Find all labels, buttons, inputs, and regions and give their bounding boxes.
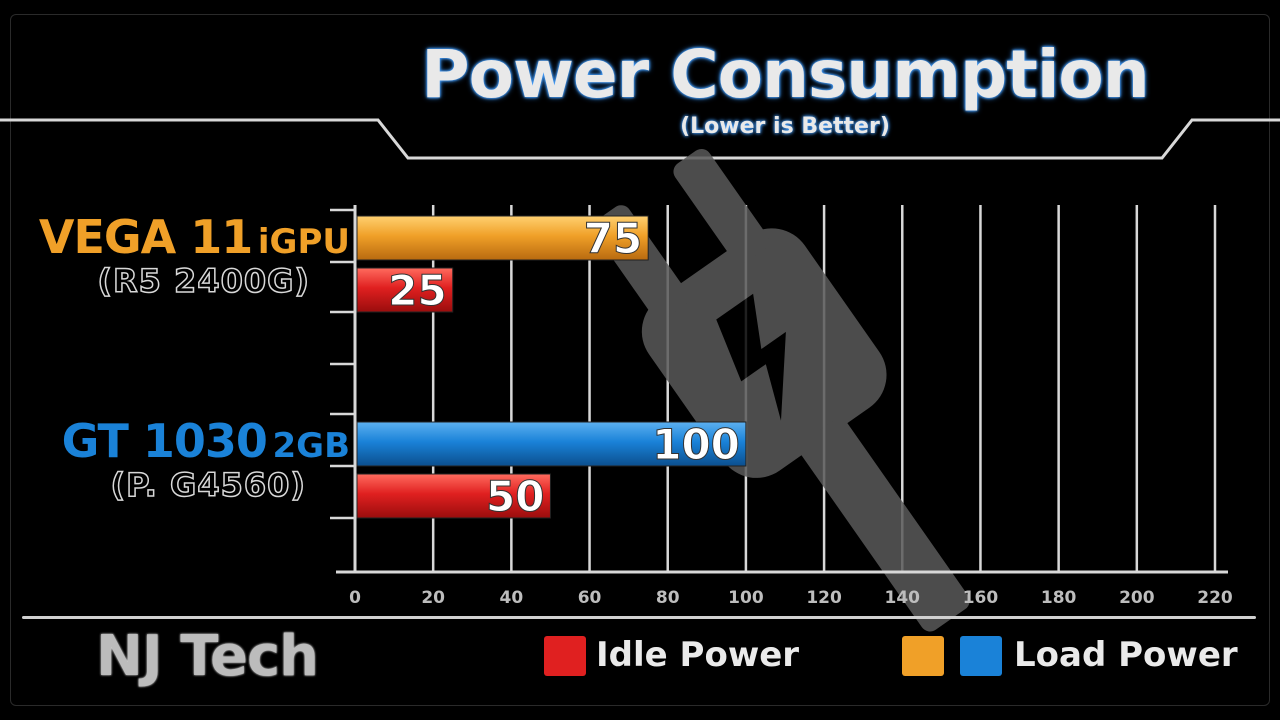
x-tick-label: 20 xyxy=(421,588,445,608)
chart-subtitle: (Lower is Better) xyxy=(680,114,890,139)
power-plug-icon xyxy=(593,148,970,632)
bar-value-label: 75 xyxy=(584,214,642,263)
brand-label: NJ Tech xyxy=(96,624,319,689)
x-tick-label: 140 xyxy=(885,588,921,608)
bar-idle xyxy=(356,473,551,519)
category-sub-gt1030: (P. G4560) xyxy=(110,465,306,505)
bar-idle xyxy=(356,267,454,313)
category-label-vega: VEGA 11 iGPU xyxy=(39,214,350,260)
bar-load xyxy=(356,215,649,261)
x-tick-label: 180 xyxy=(1041,588,1077,608)
footer-divider xyxy=(22,616,1256,619)
bar-value-label: 100 xyxy=(652,420,740,469)
bar-load xyxy=(356,421,747,467)
chart-frame xyxy=(10,14,1270,706)
category-suffix: 2GB xyxy=(272,426,350,466)
x-tick-label: 40 xyxy=(500,588,524,608)
category-sub-vega: (R5 2400G) xyxy=(97,261,310,301)
bar-value-label: 25 xyxy=(388,266,446,315)
legend-label-load: Load Power xyxy=(1014,635,1238,675)
category-name: VEGA 11 xyxy=(38,210,253,264)
legend-label-idle: Idle Power xyxy=(596,635,800,675)
x-tick-label: 120 xyxy=(806,588,842,608)
category-name: GT 1030 xyxy=(61,414,268,468)
legend-swatch-load-blue xyxy=(960,636,1002,676)
x-tick-label: 100 xyxy=(728,588,764,608)
x-tick-label: 60 xyxy=(578,588,602,608)
legend-swatch-idle xyxy=(544,636,586,676)
header-divider xyxy=(0,118,1280,160)
category-suffix: iGPU xyxy=(257,222,350,262)
x-tick-label: 160 xyxy=(963,588,999,608)
x-tick-label: 200 xyxy=(1119,588,1155,608)
x-tick-label: 220 xyxy=(1197,588,1233,608)
bar-value-label: 50 xyxy=(486,472,544,521)
category-label-gt1030: GT 1030 2GB xyxy=(62,418,350,464)
x-tick-label: 0 xyxy=(349,588,361,608)
x-tick-label: 80 xyxy=(656,588,680,608)
chart-title: Power Consumption xyxy=(421,36,1150,113)
legend-swatch-load-orange xyxy=(902,636,944,676)
